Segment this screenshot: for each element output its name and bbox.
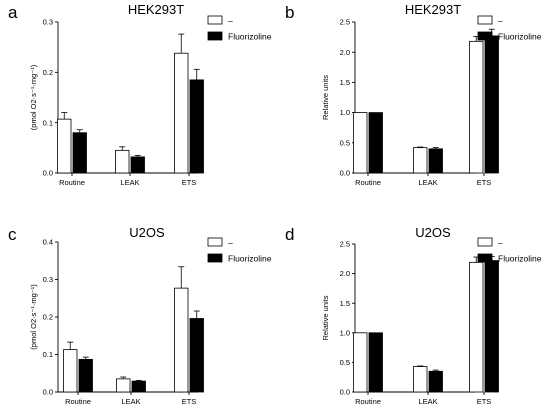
- y-tick-label: 1.5: [340, 78, 350, 87]
- bar: [78, 358, 93, 393]
- bar: [368, 112, 383, 174]
- y-tick-label: 0.2: [43, 313, 53, 322]
- legend-swatch: [477, 253, 493, 263]
- y-tick-label: 0.3: [43, 18, 53, 27]
- bar: [484, 260, 499, 393]
- panel-letter: d: [285, 225, 294, 244]
- chart-title: HEK293T: [128, 2, 184, 17]
- y-tick-label: 1.0: [340, 328, 350, 337]
- legend-label: Fluorizoline: [498, 254, 542, 264]
- bar: [189, 79, 204, 174]
- legend: – Fluorizoline: [477, 15, 542, 42]
- y-tick-label: 2.5: [340, 240, 350, 249]
- legend-label: Fluorizoline: [498, 32, 542, 42]
- legend-label: Fluorizoline: [228, 32, 272, 42]
- bar: [72, 132, 87, 174]
- legend: – Fluorizoline: [207, 15, 272, 42]
- legend-label: –: [228, 238, 233, 248]
- chart-title: HEK293T: [405, 2, 461, 17]
- x-tick-label: Routine: [355, 178, 381, 187]
- panel-letter: a: [8, 3, 18, 22]
- bar: [469, 40, 484, 174]
- legend-swatch: [207, 253, 223, 263]
- panel-letter: b: [285, 3, 294, 22]
- x-tick-label: Routine: [355, 397, 381, 406]
- legend-swatch: [207, 31, 223, 41]
- x-tick-label: ETS: [477, 178, 492, 187]
- y-tick-label: 0.4: [43, 238, 53, 247]
- bar: [353, 112, 368, 174]
- bar: [469, 261, 484, 393]
- panel-b: b HEK293T 0.0 0.5 1.0 1.5 2.0 2.5 Relative units…: [285, 2, 542, 187]
- bar: [353, 332, 368, 393]
- y-tick-label: 0.5: [340, 358, 350, 367]
- bar: [428, 370, 443, 393]
- x-tick-label: ETS: [477, 397, 492, 406]
- legend: – Fluorizoline: [207, 237, 272, 264]
- legend-label: –: [498, 16, 503, 26]
- legend-label: Fluorizoline: [228, 254, 272, 264]
- bar: [174, 52, 189, 174]
- bar: [57, 118, 72, 174]
- legend-swatch: [477, 31, 493, 41]
- panel-d: d U2OS 0.0 0.5 1.0 1.5 2.0 2.5 Relative units Rou…: [285, 225, 542, 406]
- bar: [413, 366, 428, 393]
- y-axis-label: Relative units: [321, 295, 330, 340]
- x-tick-label: LEAK: [418, 178, 437, 187]
- y-tick-label: 0.1: [43, 350, 53, 359]
- bar: [174, 287, 189, 393]
- y-axis-label: (pmol O2·s⁻¹·mg⁻¹): [29, 64, 38, 130]
- y-tick-label: 2.0: [340, 269, 350, 278]
- legend-label: –: [228, 16, 233, 26]
- panel-c: c U2OS 0.0 0.1 0.2 0.3 0.4 (pmol O2·s⁻¹·mg⁻¹) Ro…: [8, 225, 272, 406]
- x-tick-label: LEAK: [121, 397, 140, 406]
- y-tick-label: 2.0: [340, 48, 350, 57]
- legend-swatch: [477, 15, 493, 25]
- x-tick-label: Routine: [59, 178, 85, 187]
- y-tick-label: 0.1: [43, 118, 53, 127]
- y-tick-label: 0.0: [340, 169, 350, 178]
- bar: [484, 35, 499, 174]
- chart-title: U2OS: [415, 225, 451, 240]
- bar: [116, 378, 131, 393]
- panel-letter: c: [8, 225, 17, 244]
- y-tick-label: 1.5: [340, 299, 350, 308]
- legend: – Fluorizoline: [477, 237, 542, 264]
- y-axis-label: Relative units: [321, 75, 330, 120]
- x-tick-label: Routine: [65, 397, 91, 406]
- y-tick-label: 2.5: [340, 18, 350, 27]
- legend-label: –: [498, 238, 503, 248]
- x-tick-label: ETS: [182, 397, 197, 406]
- x-tick-label: ETS: [182, 178, 197, 187]
- bar: [428, 148, 443, 174]
- y-tick-label: 0.0: [43, 388, 53, 397]
- panel-a: a HEK293T 0.0 0.1 0.2 0.3 (pmol O2·s⁻¹·mg⁻¹) Ro…: [8, 2, 272, 187]
- chart-title: U2OS: [129, 225, 165, 240]
- y-tick-label: 0.2: [43, 68, 53, 77]
- legend-swatch: [207, 15, 223, 25]
- x-tick-label: LEAK: [120, 178, 139, 187]
- y-tick-label: 0.3: [43, 275, 53, 284]
- y-tick-label: 1.0: [340, 108, 350, 117]
- bar: [189, 318, 204, 393]
- legend-swatch: [477, 237, 493, 247]
- bar: [131, 380, 146, 393]
- bar: [368, 332, 383, 393]
- x-tick-label: LEAK: [418, 397, 437, 406]
- bar: [413, 147, 428, 174]
- legend-swatch: [207, 237, 223, 247]
- y-axis-label: (pmol O2·s⁻¹·mg⁻¹): [29, 284, 38, 350]
- y-tick-label: 0.0: [340, 388, 350, 397]
- bar: [115, 149, 130, 174]
- bar: [130, 156, 145, 174]
- bar: [63, 349, 78, 393]
- y-tick-label: 0.5: [340, 138, 350, 147]
- y-tick-label: 0.0: [43, 169, 53, 178]
